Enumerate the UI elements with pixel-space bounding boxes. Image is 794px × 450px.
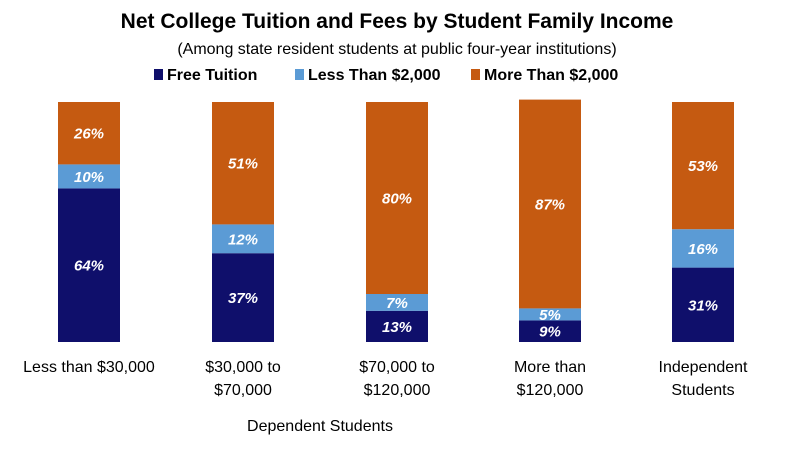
data-label-0-1: 10% xyxy=(74,169,104,186)
data-label-3-0: 9% xyxy=(539,324,561,341)
tick-label-3-1: $120,000 xyxy=(517,382,584,399)
data-label-0-0: 64% xyxy=(74,258,104,275)
x-axis-ticks: Less than $30,000 $30,000 to $70,000 $70,00… xyxy=(23,359,748,399)
data-label-3-2: 87% xyxy=(535,197,565,214)
tick-label-4-0: Independent xyxy=(659,359,749,376)
legend-swatch-1 xyxy=(295,69,304,80)
legend-swatch-2 xyxy=(471,69,480,80)
tick-label-1-1: $70,000 xyxy=(214,382,272,399)
tick-label-0-0: Less than $30,000 xyxy=(23,359,155,376)
legend-label-0: Free Tuition xyxy=(167,67,257,84)
data-labels: 64% 10% 26% 37% 12% 51% 13% 7% 80% 9%5% 87% 31% 16% 5… xyxy=(73,126,718,341)
legend-swatch-0 xyxy=(154,69,163,80)
tick-label-4-1: Students xyxy=(671,382,734,399)
bar-segment-2-0 xyxy=(366,310,428,342)
data-label-3-1: 5% xyxy=(539,307,561,324)
bar-segment-0-2 xyxy=(58,102,120,165)
legend-label-2: More Than $2,000 xyxy=(484,67,618,84)
bar-segment-4-2 xyxy=(672,102,734,230)
bar-segment-0-0 xyxy=(58,188,120,342)
data-label-1-0: 37% xyxy=(228,290,258,307)
bar-segment-1-1 xyxy=(212,224,274,254)
data-label-2-2: 80% xyxy=(382,191,412,208)
bar-segment-2-2 xyxy=(366,102,428,294)
bar-segment-3-1 xyxy=(519,308,581,321)
tick-label-2-1: $120,000 xyxy=(364,382,431,399)
data-label-1-1: 12% xyxy=(228,231,258,248)
data-label-4-0: 31% xyxy=(688,297,718,314)
data-label-4-1: 16% xyxy=(688,241,718,258)
bar-segment-4-0 xyxy=(672,267,734,342)
bar-segment-4-1 xyxy=(672,229,734,268)
chart-title: Net College Tuition and Fees by Student … xyxy=(121,10,674,33)
bar-segment-1-2 xyxy=(212,102,274,225)
bar-segment-1-0 xyxy=(212,253,274,342)
bar-segment-0-1 xyxy=(58,164,120,189)
legend-label-1: Less Than $2,000 xyxy=(308,67,441,84)
data-label-2-0: 13% xyxy=(382,319,412,336)
group-label-dependent-students: Dependent Students xyxy=(247,418,393,435)
tick-label-2-0: $70,000 to xyxy=(359,359,435,376)
data-label-1-2: 51% xyxy=(228,156,258,173)
tick-label-1-0: $30,000 to xyxy=(205,359,281,376)
bar-segment-3-0 xyxy=(519,320,581,342)
data-label-4-2: 53% xyxy=(688,158,718,175)
data-label-0-2: 26% xyxy=(73,126,104,143)
bar-segment-2-1 xyxy=(366,294,428,311)
tick-label-3-0: More than xyxy=(514,359,586,376)
bars xyxy=(58,99,734,342)
bar-segment-3-2 xyxy=(519,99,581,309)
chart-subtitle: (Among state resident students at public… xyxy=(177,41,616,58)
data-label-2-1: 7% xyxy=(386,295,408,312)
legend: Free Tuition Less Than $2,000 More Than $2… xyxy=(154,67,618,84)
